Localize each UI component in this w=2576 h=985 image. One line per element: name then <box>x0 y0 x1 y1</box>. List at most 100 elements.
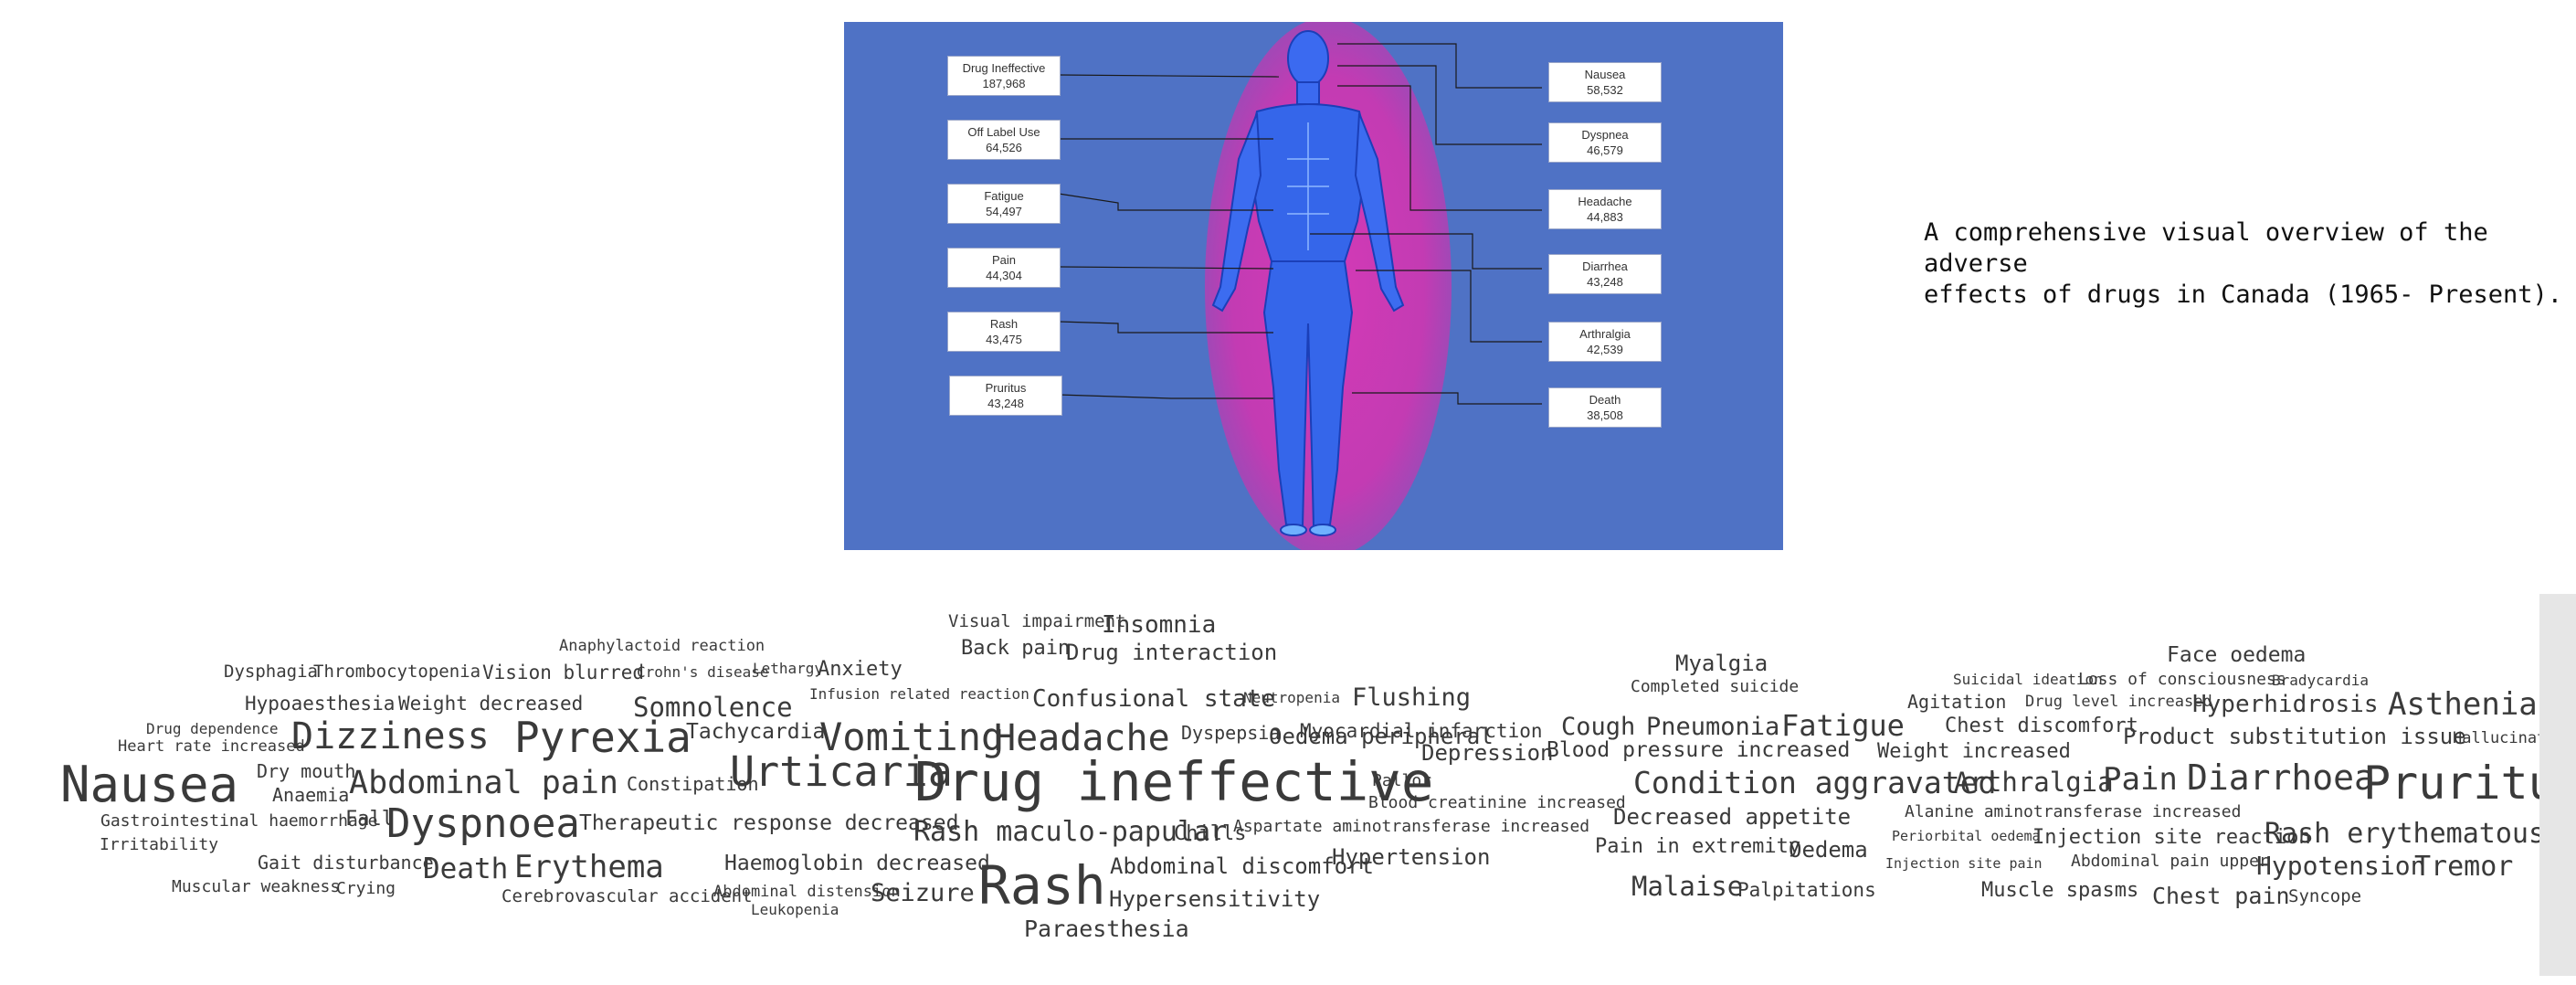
effect-box-pain: Pain 44,304 <box>947 248 1061 288</box>
word-somnolence: Somnolence <box>633 692 793 723</box>
word-agitation: Agitation <box>1907 691 2007 713</box>
word-dry-mouth: Dry mouth <box>257 760 356 782</box>
effect-box-rash: Rash 43,475 <box>947 312 1061 352</box>
word-fall: Fall <box>345 808 394 831</box>
word-hyperhidrosis: Hyperhidrosis <box>2192 691 2379 718</box>
effect-label: Pruritus <box>985 381 1027 395</box>
effect-box-drug-ineffective: Drug Ineffective 187,968 <box>947 56 1061 96</box>
effect-label: Arthralgia <box>1579 327 1631 341</box>
word-hypertension: Hypertension <box>1332 844 1491 870</box>
word-suicidal-ideation: Suicidal ideation <box>1953 671 2103 688</box>
word-decreased-appetite: Decreased appetite <box>1613 804 1852 830</box>
word-muscle-spasms: Muscle spasms <box>1981 879 2139 902</box>
effect-label: Death <box>1589 393 1621 407</box>
word-abdominal-pain-upper: Abdominal pain upper <box>2071 852 2269 871</box>
effect-label: Headache <box>1578 195 1632 208</box>
effect-label: Rash <box>989 317 1019 331</box>
effect-box-pruritus: Pruritus 43,248 <box>949 376 1062 416</box>
word-rash-erythematous: Rash erythematous <box>2265 818 2546 850</box>
effect-label: Fatigue <box>984 189 1024 203</box>
effect-box-arthralgia: Arthralgia 42,539 <box>1548 322 1662 362</box>
word-lethargy: Lethargy <box>753 660 824 677</box>
effect-box-diarrhea: Diarrhea 43,248 <box>1548 254 1662 294</box>
effect-count: 43,475 <box>986 333 1022 346</box>
word-drug-ineffective: Drug ineffective <box>914 750 1434 813</box>
effect-label: Nausea <box>1584 68 1626 81</box>
effect-count: 43,248 <box>1587 275 1623 289</box>
word-chills: Chills <box>1174 822 1247 845</box>
effect-label: Pain <box>991 253 1017 267</box>
effect-count: 46,579 <box>1587 143 1623 157</box>
word-headache: Headache <box>994 717 1170 759</box>
word-cerebrovascular-accident: Cerebrovascular accident <box>501 886 753 906</box>
word-bradycardia: Bradycardia <box>2272 672 2369 689</box>
human-body-illustration <box>1211 30 1405 536</box>
word-pain-in-extremity: Pain in extremity <box>1595 835 1801 858</box>
word-pallor: Pallor <box>1372 771 1432 790</box>
effect-count: 43,248 <box>987 397 1024 410</box>
word-rash: Rash <box>978 854 1106 916</box>
word-chest-pain: Chest pain <box>2152 883 2290 909</box>
effect-count: 54,497 <box>986 205 1022 218</box>
word-irritability: Irritability <box>100 835 219 854</box>
word-confusional-state: Confusional state <box>1032 685 1276 713</box>
figure-caption: A comprehensive visual overview of the a… <box>1924 218 2562 309</box>
word-loss-of-consciousness: Loss of consciousness <box>2078 670 2286 689</box>
word-flushing: Flushing <box>1352 683 1472 712</box>
word-diarrhoea: Diarrhoea <box>2187 757 2375 798</box>
word-death: Death <box>423 853 509 885</box>
word-blood-pressure-increased: Blood pressure increased <box>1547 738 1851 762</box>
effect-count: 44,304 <box>986 269 1022 282</box>
word-back-pain: Back pain <box>961 637 1071 660</box>
effect-label: Drug Ineffective <box>962 61 1046 75</box>
effect-label: Diarrhea <box>1582 259 1628 273</box>
word-urticaria: Urticaria <box>730 747 953 796</box>
word-crying: Crying <box>336 879 396 898</box>
word-anaphylactoid-reaction: Anaphylactoid reaction <box>559 637 765 655</box>
effect-count: 44,883 <box>1587 210 1623 224</box>
word-fatigue: Fatigue <box>1781 708 1905 743</box>
word-abdominal-distension: Abdominal distension <box>713 883 901 901</box>
effect-count: 64,526 <box>986 141 1022 154</box>
effect-box-headache: Headache 44,883 <box>1548 189 1662 229</box>
word-product-substitution-issue: Product substitution issue <box>2123 724 2466 749</box>
word-injection-site-pain: Injection site pain <box>1885 855 2043 872</box>
word-hypoaesthesia: Hypoaesthesia <box>245 693 396 715</box>
effect-label: Dyspnea <box>1581 128 1629 142</box>
connector-lines <box>1058 30 1542 536</box>
word-paraesthesia: Paraesthesia <box>1024 916 1189 942</box>
effect-count: 42,539 <box>1587 343 1623 356</box>
word-anxiety: Anxiety <box>818 658 903 681</box>
word-periorbital-oedema: Periorbital oedema <box>1892 828 2041 844</box>
word-haemoglobin-decreased: Haemoglobin decreased <box>724 852 990 875</box>
word-myocardial-infarction: Myocardial infarction <box>1300 720 1543 742</box>
word-vision-blurred: Vision blurred <box>482 662 645 683</box>
word-dyspnoea: Dyspnoea <box>386 800 580 847</box>
word-hypersensitivity: Hypersensitivity <box>1109 886 1321 912</box>
word-nausea: Nausea <box>60 756 239 813</box>
vertical-scrollbar[interactable] <box>2539 594 2576 976</box>
effect-box-dyspnea: Dyspnea 46,579 <box>1548 122 1662 163</box>
word-injection-site-reaction: Injection site reaction <box>2032 826 2311 849</box>
word-blood-creatinine-increased: Blood creatinine increased <box>1368 793 1626 812</box>
word-malaise: Malaise <box>1631 871 1744 902</box>
effect-label: Off Label Use <box>967 125 1040 139</box>
word-visual-impairment: Visual impairment <box>948 611 1126 631</box>
word-dyspepsia: Dyspepsia <box>1181 722 1281 744</box>
word-therapeutic-response-decreased: Therapeutic response decreased <box>579 811 959 835</box>
word-condition-aggravated: Condition aggravated <box>1633 765 1997 800</box>
word-arthralgia: Arthralgia <box>1954 767 2114 798</box>
word-heart-rate-increased: Heart rate increased <box>118 737 305 756</box>
word-insomnia: Insomnia <box>1102 611 1217 639</box>
word-hallucinat: Hallucinat <box>2453 729 2547 747</box>
word-oedema-peripheral: Oedema peripheral <box>1269 724 1494 749</box>
word-anaemia: Anaemia <box>272 784 350 806</box>
word-erythema: Erythema <box>514 849 664 885</box>
effect-box-off-label-use: Off Label Use 64,526 <box>947 120 1061 160</box>
word-drug-dependence: Drug dependence <box>146 720 279 737</box>
word-chest-discomfort: Chest discomfort <box>1945 715 2138 737</box>
word-completed-suicide: Completed suicide <box>1631 677 1800 696</box>
word-dizziness: Dizziness <box>291 715 490 757</box>
word-aspartate-aminotransferase-increased: Aspartate aminotransferase increased <box>1233 817 1590 836</box>
word-crohn-s-disease: Crohn's disease <box>637 663 769 681</box>
